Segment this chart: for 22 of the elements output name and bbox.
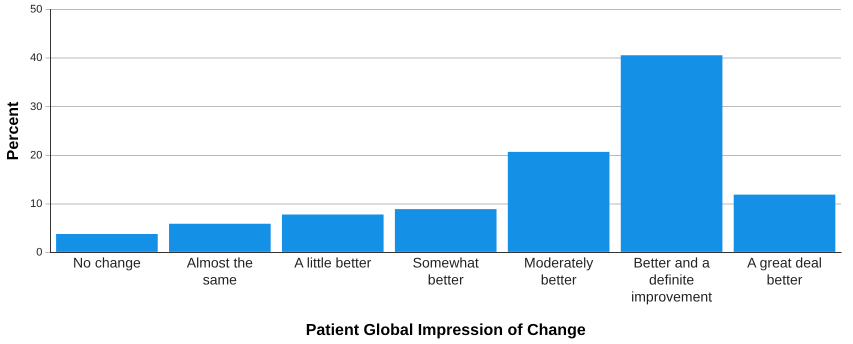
bar [169,224,271,252]
x-tick-label: Better and a definite improvement [631,254,712,304]
x-tick-label: Moderately better [524,254,594,288]
x-tick-label: No change [73,254,141,271]
y-tick-label: 10 [30,198,42,210]
y-tick-label: 30 [30,100,42,113]
y-tick-label: 40 [30,52,42,64]
x-tick-label: A great deal better [747,254,822,288]
bar [734,194,836,252]
bar [282,214,384,252]
x-tick-label: Almost the same [186,254,254,288]
bar [56,234,158,252]
bar [620,55,722,252]
y-axis-title: Percent [5,100,22,160]
bar [394,209,497,252]
x-axis-title: Patient Global Impression of Change [306,322,586,339]
bar [508,152,610,252]
x-tick-label: Somewhat better [412,254,479,288]
y-tick-label: 50 [30,4,42,16]
y-tick-label: 0 [36,246,42,258]
y-tick-label: 20 [30,149,42,162]
x-tick-label: A little better [294,254,372,271]
